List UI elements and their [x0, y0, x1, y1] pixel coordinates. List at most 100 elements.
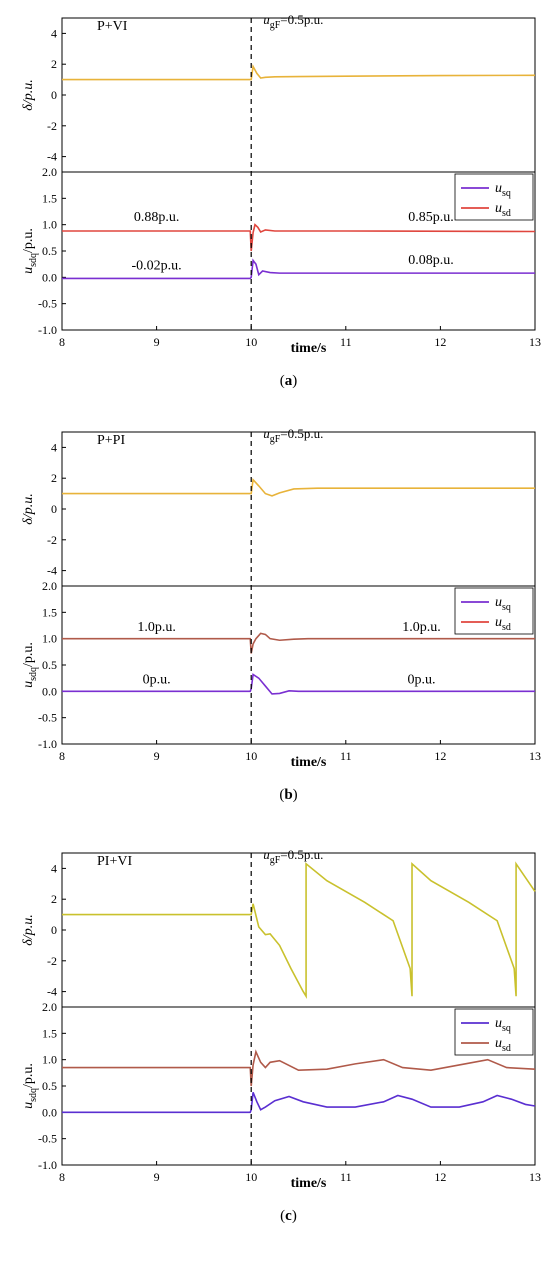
y-tick-label: 0	[51, 923, 57, 937]
legend-label: usq	[495, 1016, 511, 1034]
series-line	[62, 632, 535, 654]
y-tick-label: -4	[47, 564, 57, 578]
y-tick-label: 2.0	[42, 1000, 57, 1014]
legend-label: usd	[495, 615, 511, 633]
x-tick-label: 11	[340, 335, 352, 349]
y-tick-label: 2.0	[42, 165, 57, 179]
x-tick-label: 9	[154, 335, 160, 349]
fault-annotation: ugF=0.5p.u.	[263, 426, 323, 445]
y-tick-label: -1.0	[38, 1158, 57, 1172]
value-label: 0.08p.u.	[408, 253, 454, 268]
y-tick-label: 1.0	[42, 632, 57, 646]
y-tick-label: 0.5	[42, 658, 57, 672]
legend-label: usd	[495, 201, 511, 219]
y-tick-label: 0.0	[42, 1105, 57, 1119]
x-tick-label: 13	[529, 335, 541, 349]
y-axis-label: δ/p.u.	[21, 493, 36, 524]
y-tick-label: -0.5	[38, 1132, 57, 1146]
series-line	[62, 1049, 536, 1087]
x-tick-label: 11	[340, 749, 352, 763]
x-tick-label: 9	[154, 1170, 160, 1184]
value-label: 0.85p.u.	[408, 210, 454, 225]
panel-label: PI+VI	[97, 854, 132, 869]
fault-annotation: ugF=0.5p.u.	[263, 12, 323, 31]
value-label: 0p.u.	[407, 672, 435, 687]
y-tick-label: -4	[47, 150, 57, 164]
fault-annotation: ugF=0.5p.u.	[263, 847, 323, 866]
value-label: 0.88p.u.	[134, 210, 180, 225]
legend-box	[454, 1008, 534, 1056]
y-tick-label: -1.0	[38, 323, 57, 337]
x-axis-label: time/s	[291, 1176, 327, 1191]
x-tick-label: 13	[529, 749, 541, 763]
x-tick-label: 8	[59, 335, 65, 349]
panel-label: P+PI	[97, 433, 125, 448]
series-line	[62, 477, 535, 497]
x-tick-label: 10	[245, 335, 257, 349]
plot-frame	[61, 17, 536, 173]
legend-label: usq	[495, 595, 511, 613]
y-tick-label: 0	[51, 502, 57, 516]
x-axis-label: time/s	[291, 755, 327, 770]
y-tick-label: 2.0	[42, 579, 57, 593]
y-tick-label: 0.5	[42, 1079, 57, 1093]
legend-label: usd	[495, 1036, 511, 1054]
plot-frame	[61, 431, 536, 587]
y-axis-label: δ/p.u.	[21, 79, 36, 110]
y-tick-label: -4	[47, 985, 57, 999]
x-tick-label: 12	[434, 1170, 446, 1184]
value-label: 1.0p.u.	[402, 620, 441, 635]
x-tick-label: 9	[154, 749, 160, 763]
y-tick-label: 4	[51, 861, 57, 875]
y-tick-label: 4	[51, 26, 57, 40]
x-tick-label: 10	[245, 749, 257, 763]
y-axis-label: usdq/p.u.	[21, 1063, 39, 1109]
y-tick-label: -2	[47, 533, 57, 547]
series-line	[62, 64, 536, 81]
x-tick-label: 8	[59, 1170, 65, 1184]
series-line	[62, 1092, 536, 1114]
y-tick-label: 2	[51, 57, 57, 71]
value-label: 1.0p.u.	[137, 620, 176, 635]
y-axis-label: δ/p.u.	[21, 914, 36, 945]
y-tick-label: 0.0	[42, 270, 57, 284]
y-axis-label: usdq/p.u.	[21, 228, 39, 274]
caption: (a)	[280, 373, 298, 389]
x-tick-label: 10	[245, 1170, 257, 1184]
y-tick-label: 0.5	[42, 244, 57, 258]
series-line	[62, 258, 535, 280]
y-tick-label: -1.0	[38, 737, 57, 751]
y-tick-label: 1.0	[42, 1053, 57, 1067]
legend-box	[454, 587, 534, 635]
x-tick-label: 11	[340, 1170, 352, 1184]
y-tick-label: 2	[51, 471, 57, 485]
x-axis-label: time/s	[291, 341, 327, 356]
y-tick-label: 4	[51, 440, 57, 454]
x-tick-label: 12	[434, 749, 446, 763]
y-tick-label: 2	[51, 892, 57, 906]
legend-box	[454, 173, 534, 221]
y-tick-label: -2	[47, 119, 57, 133]
y-tick-label: 0.0	[42, 684, 57, 698]
y-tick-label: 0	[51, 88, 57, 102]
y-tick-label: -2	[47, 954, 57, 968]
panel-label: P+VI	[97, 19, 128, 34]
legend-label: usq	[495, 181, 511, 199]
series-line	[62, 861, 536, 1000]
caption: (c)	[280, 1208, 297, 1224]
x-tick-label: 8	[59, 749, 65, 763]
y-tick-label: -0.5	[38, 297, 57, 311]
y-axis-label: usdq/p.u.	[21, 642, 39, 688]
y-tick-label: 1.5	[42, 605, 57, 619]
y-tick-label: 1.5	[42, 191, 57, 205]
value-label: 0p.u.	[143, 672, 171, 687]
y-tick-label: 1.0	[42, 218, 57, 232]
series-line	[62, 673, 535, 695]
y-tick-label: -0.5	[38, 711, 57, 725]
caption: (b)	[279, 787, 297, 803]
series-line	[62, 223, 536, 252]
y-tick-label: 1.5	[42, 1026, 57, 1040]
x-tick-label: 12	[434, 335, 446, 349]
x-tick-label: 13	[529, 1170, 541, 1184]
